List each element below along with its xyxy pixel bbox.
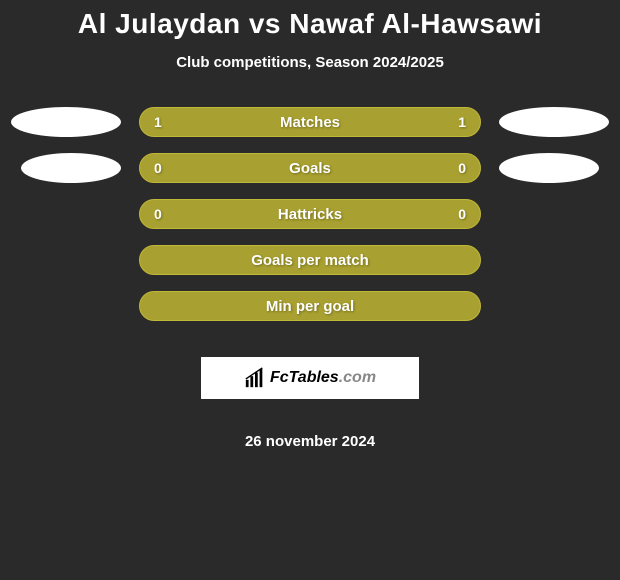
stat-label: Min per goal [266,298,354,315]
rows-wrapper: 1 Matches 1 0 Goals 0 0 Hattricks 0 Goal… [139,107,481,321]
avatar-placeholder-right-2 [499,153,599,183]
avatar-placeholder-left-1 [11,107,121,137]
brand-link[interactable]: FcTables.com [201,357,419,399]
date-label: 26 november 2024 [245,433,375,450]
stat-value-left: 1 [154,114,162,130]
stats-section: 1 Matches 1 0 Goals 0 0 Hattricks 0 Goal… [0,107,620,450]
stat-row-matches: 1 Matches 1 [139,107,481,137]
page-title: Al Julaydan vs Nawaf Al-Hawsawi [78,8,542,40]
stat-value-left: 0 [154,160,162,176]
stat-label: Goals per match [251,252,369,269]
stat-row-min-per-goal: Min per goal [139,291,481,321]
stat-label: Hattricks [278,206,342,223]
stat-value-right: 0 [458,160,466,176]
avatar-placeholder-right-1 [499,107,609,137]
stat-value-left: 0 [154,206,162,222]
main-container: Al Julaydan vs Nawaf Al-Hawsawi Club com… [0,0,620,450]
subtitle: Club competitions, Season 2024/2025 [176,54,444,71]
brand-name: FcTables.com [270,369,376,387]
avatar-placeholder-left-2 [21,153,121,183]
stat-label: Goals [289,160,331,177]
stat-row-goals-per-match: Goals per match [139,245,481,275]
stat-value-right: 0 [458,206,466,222]
chart-icon [244,367,266,389]
stat-row-hattricks: 0 Hattricks 0 [139,199,481,229]
stat-row-goals: 0 Goals 0 [139,153,481,183]
stat-label: Matches [280,114,340,131]
stat-value-right: 1 [458,114,466,130]
